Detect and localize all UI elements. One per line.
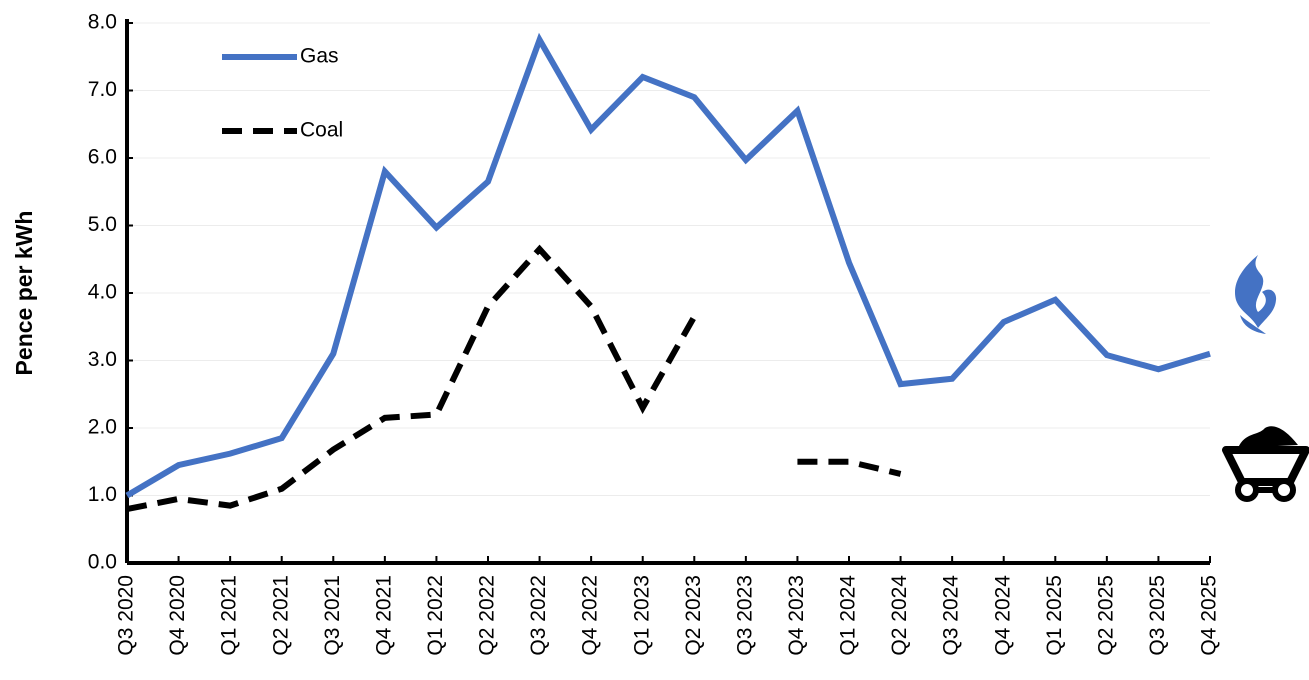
x-tick-label: Q3 2023	[733, 575, 756, 656]
y-tick-label: 4.0	[88, 281, 117, 304]
flame-icon	[1234, 255, 1277, 334]
legend-label: Gas	[300, 45, 339, 68]
data-line	[126, 244, 902, 512]
x-tick-label: Q4 2022	[579, 575, 602, 656]
y-tick-label: 6.0	[88, 146, 117, 169]
x-tick-label: Q4 2021	[372, 575, 395, 656]
x-tick-label: Q3 2020	[115, 575, 138, 656]
x-tick-label: Q2 2023	[682, 575, 705, 656]
x-tick-label: Q1 2025	[1043, 575, 1066, 656]
x-tick-label: Q3 2022	[527, 575, 550, 656]
x-tick-label: Q2 2022	[476, 575, 499, 656]
x-tick-label: Q1 2024	[837, 575, 860, 656]
x-tick-label: Q4 2023	[785, 575, 808, 656]
y-tick-label: 5.0	[88, 213, 117, 236]
x-tick-label: Q1 2023	[630, 575, 653, 656]
x-tick-label: Q4 2020	[166, 575, 189, 656]
x-tick-label: Q2 2021	[269, 575, 292, 656]
x-tick-label: Q4 2024	[991, 575, 1014, 656]
y-tick-label: 0.0	[88, 551, 117, 574]
data-line	[125, 32, 1211, 499]
x-tick-label: Q4 2025	[1198, 575, 1221, 656]
y-tick-label: 1.0	[88, 483, 117, 506]
x-tick-label: Q2 2024	[888, 575, 911, 656]
x-tick-label: Q1 2022	[424, 575, 447, 656]
y-tick-label: 2.0	[88, 416, 117, 439]
y-tick-label: 7.0	[88, 78, 117, 101]
x-tick-label: Q3 2025	[1146, 575, 1169, 656]
x-tick-label: Q3 2024	[940, 575, 963, 656]
x-tick-label: Q2 2025	[1094, 575, 1117, 656]
y-tick-label: 8.0	[88, 11, 117, 34]
legend-label: Coal	[300, 119, 343, 142]
x-tick-label: Q3 2021	[321, 575, 344, 656]
coal-cart-icon	[1222, 426, 1309, 502]
y-tick-label: 3.0	[88, 348, 117, 371]
x-tick-label: Q1 2021	[218, 575, 241, 656]
y-axis-title: Pence per kWh	[11, 211, 37, 376]
